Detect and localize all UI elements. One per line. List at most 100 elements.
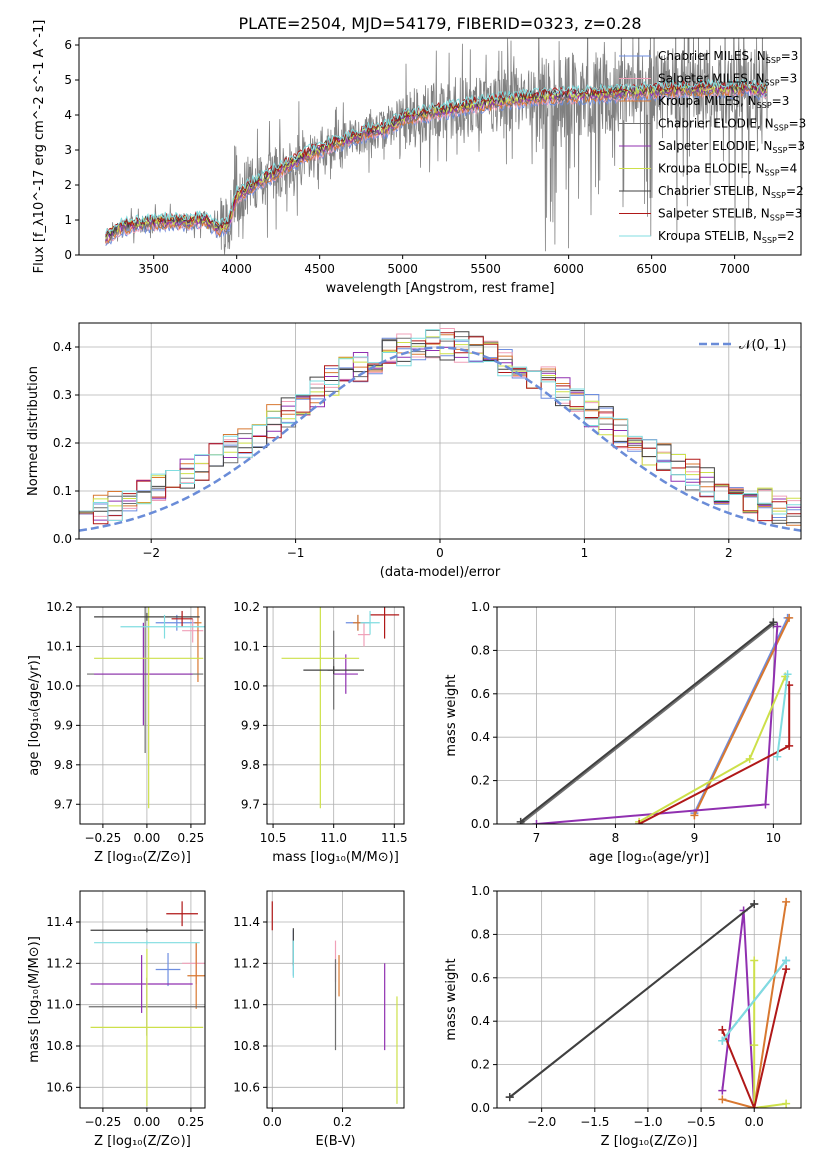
x-tick-label: 10 — [766, 831, 781, 845]
weight-marker — [516, 817, 525, 824]
y-axis-label: Flux [f_λ10^-17 erg cm^-2 s^-1 A^-1] — [32, 20, 47, 274]
x-tick-label: 5000 — [387, 262, 418, 276]
weight-marker — [750, 1104, 759, 1108]
y-tick-label: 0.8 — [471, 643, 490, 657]
x-tick-label: 0.25 — [178, 831, 205, 845]
x-axis-label: age [log₁₀(age/yr)] — [589, 850, 710, 865]
y-tick-label: 0.4 — [53, 340, 72, 354]
x-tick-label: 0.00 — [134, 831, 161, 845]
axes-frame — [266, 606, 405, 825]
weight-line — [721, 959, 787, 1042]
x-axis-label: Z [log₁₀(Z/Z⊙)] — [601, 1134, 698, 1149]
legend-label: Salpeter STELIB, NSSP=3 — [658, 207, 802, 223]
y-tick-label: 6 — [64, 38, 72, 52]
weight-marker — [773, 622, 782, 631]
residuals-panel: −2 −1 0 1 2 0.0 0.1 0.2 0.3 0.4 (data-model)/error… — [26, 322, 802, 580]
weight-line — [721, 968, 788, 1108]
y-tick-label: 1 — [64, 213, 72, 227]
y-tick-label: 11.2 — [46, 956, 73, 970]
plot-content — [105, 38, 769, 255]
plot-area — [80, 891, 205, 1108]
x-axis-label: Z [log₁₀(Z/Z⊙)] — [94, 850, 191, 865]
legend-label: Chabrier STELIB, NSSP=2 — [658, 184, 804, 200]
x-tick-label: 8 — [612, 831, 620, 845]
plot-area — [267, 607, 404, 824]
axes-frame — [78, 37, 802, 256]
y-tick-label: 0.2 — [471, 1058, 490, 1072]
x-tick-label: −2 — [142, 546, 160, 560]
y-tick-label: 0.0 — [53, 532, 72, 546]
model-spectrum-line — [105, 83, 768, 242]
axes-frame — [79, 606, 206, 825]
plot-area — [80, 607, 205, 824]
weight-vs-metallicity-panel: −2.0 −1.5 −1.0 −0.5 0.0 0.0 0.2 0.4 0.6 0.8 1.0 Z [… — [444, 884, 802, 1149]
weight-marker — [690, 811, 699, 820]
legend-label: Salpeter MILES, NSSP=3 — [658, 72, 797, 88]
axes-frame — [496, 890, 802, 1109]
weight-marker — [773, 752, 782, 761]
y-tick-label: 11.4 — [46, 915, 73, 929]
spectrum-panel: 3500 4000 4500 5000 5500 6000 6500 7000 0 1 2 3 4 5 6 w… — [32, 20, 806, 296]
age-vs-metallicity-panel: −0.25 0.00 0.25 9.7 9.8 9.9 10.0 10.1 10.2 Z [log… — [27, 600, 206, 865]
y-axis-label: mass weight — [444, 674, 459, 756]
x-tick-label: −0.25 — [84, 1115, 121, 1129]
weight-marker — [783, 670, 792, 679]
y-axis-label: mass [log₁₀(M/M⊙)] — [27, 936, 42, 1063]
x-tick-label: −0.5 — [687, 1115, 716, 1129]
plot-content — [281, 607, 400, 809]
x-tick-label: 7000 — [719, 262, 750, 276]
weight-marker — [769, 618, 778, 627]
plot-content — [79, 328, 801, 532]
legend-label: Kroupa ELODIE, NSSP=4 — [658, 162, 797, 178]
legend-label: Kroupa STELIB, NSSP=2 — [658, 229, 795, 245]
x-axis-label: wavelength [Angstrom, rest frame] — [326, 281, 555, 296]
y-tick-label: 9.8 — [241, 758, 260, 772]
x-tick-label: 0.0 — [263, 1115, 282, 1129]
y-tick-label: 9.9 — [241, 718, 260, 732]
x-tick-label: 0.0 — [745, 1115, 764, 1129]
weight-marker — [532, 820, 541, 824]
x-tick-label: 1 — [581, 546, 589, 560]
axes-frame — [79, 890, 206, 1109]
weight-marker — [718, 1086, 727, 1095]
figure-title: PLATE=2504, MJD=54179, FIBERID=0323, z=0… — [238, 14, 641, 33]
y-tick-label: 0 — [64, 248, 72, 262]
x-tick-label: 4500 — [304, 262, 335, 276]
age-vs-mass-panel: 10.5 11.0 11.5 9.7 9.8 9.9 10.0 10.1 10.2 mass [l… — [233, 600, 407, 865]
residual-histogram — [79, 331, 801, 524]
y-tick-label: 10.6 — [233, 1080, 260, 1094]
y-tick-label: 0.3 — [53, 388, 72, 402]
x-tick-label: −0.25 — [84, 831, 121, 845]
y-tick-label: 11.0 — [233, 998, 260, 1012]
y-tick-label: 11.2 — [233, 956, 260, 970]
y-tick-label: 10.1 — [233, 639, 260, 653]
x-tick-label: 9 — [691, 831, 699, 845]
y-tick-label: 10.0 — [46, 679, 73, 693]
y-tick-label: 0.6 — [471, 971, 490, 985]
y-tick-label: 10.0 — [233, 679, 260, 693]
y-tick-label: 2 — [64, 178, 72, 192]
x-tick-label: 0.25 — [178, 1115, 205, 1129]
x-axis-label: (data-model)/error — [380, 565, 501, 580]
y-tick-label: 9.7 — [241, 797, 260, 811]
weight-marker — [782, 897, 791, 906]
plot-content — [87, 607, 205, 809]
x-tick-label: 0 — [436, 546, 444, 560]
y-tick-label: 0.6 — [471, 687, 490, 701]
y-tick-label: 0.8 — [471, 927, 490, 941]
x-tick-label: −1.5 — [580, 1115, 609, 1129]
y-tick-label: 11.0 — [46, 998, 73, 1012]
x-tick-label: −1 — [287, 546, 305, 560]
y-tick-label: 0.2 — [53, 436, 72, 450]
y-tick-label: 9.8 — [54, 758, 73, 772]
x-tick-label: 10.5 — [260, 831, 287, 845]
y-axis-label: Normed distribution — [26, 366, 41, 496]
weight-marker — [761, 800, 770, 809]
x-tick-label: 5500 — [470, 262, 501, 276]
weight-marker — [750, 956, 759, 965]
weight-line — [520, 623, 775, 824]
x-tick-label: 3500 — [138, 262, 169, 276]
x-tick-label: 2 — [725, 546, 733, 560]
weight-line — [722, 901, 788, 1108]
y-tick-label: 4 — [64, 108, 72, 122]
